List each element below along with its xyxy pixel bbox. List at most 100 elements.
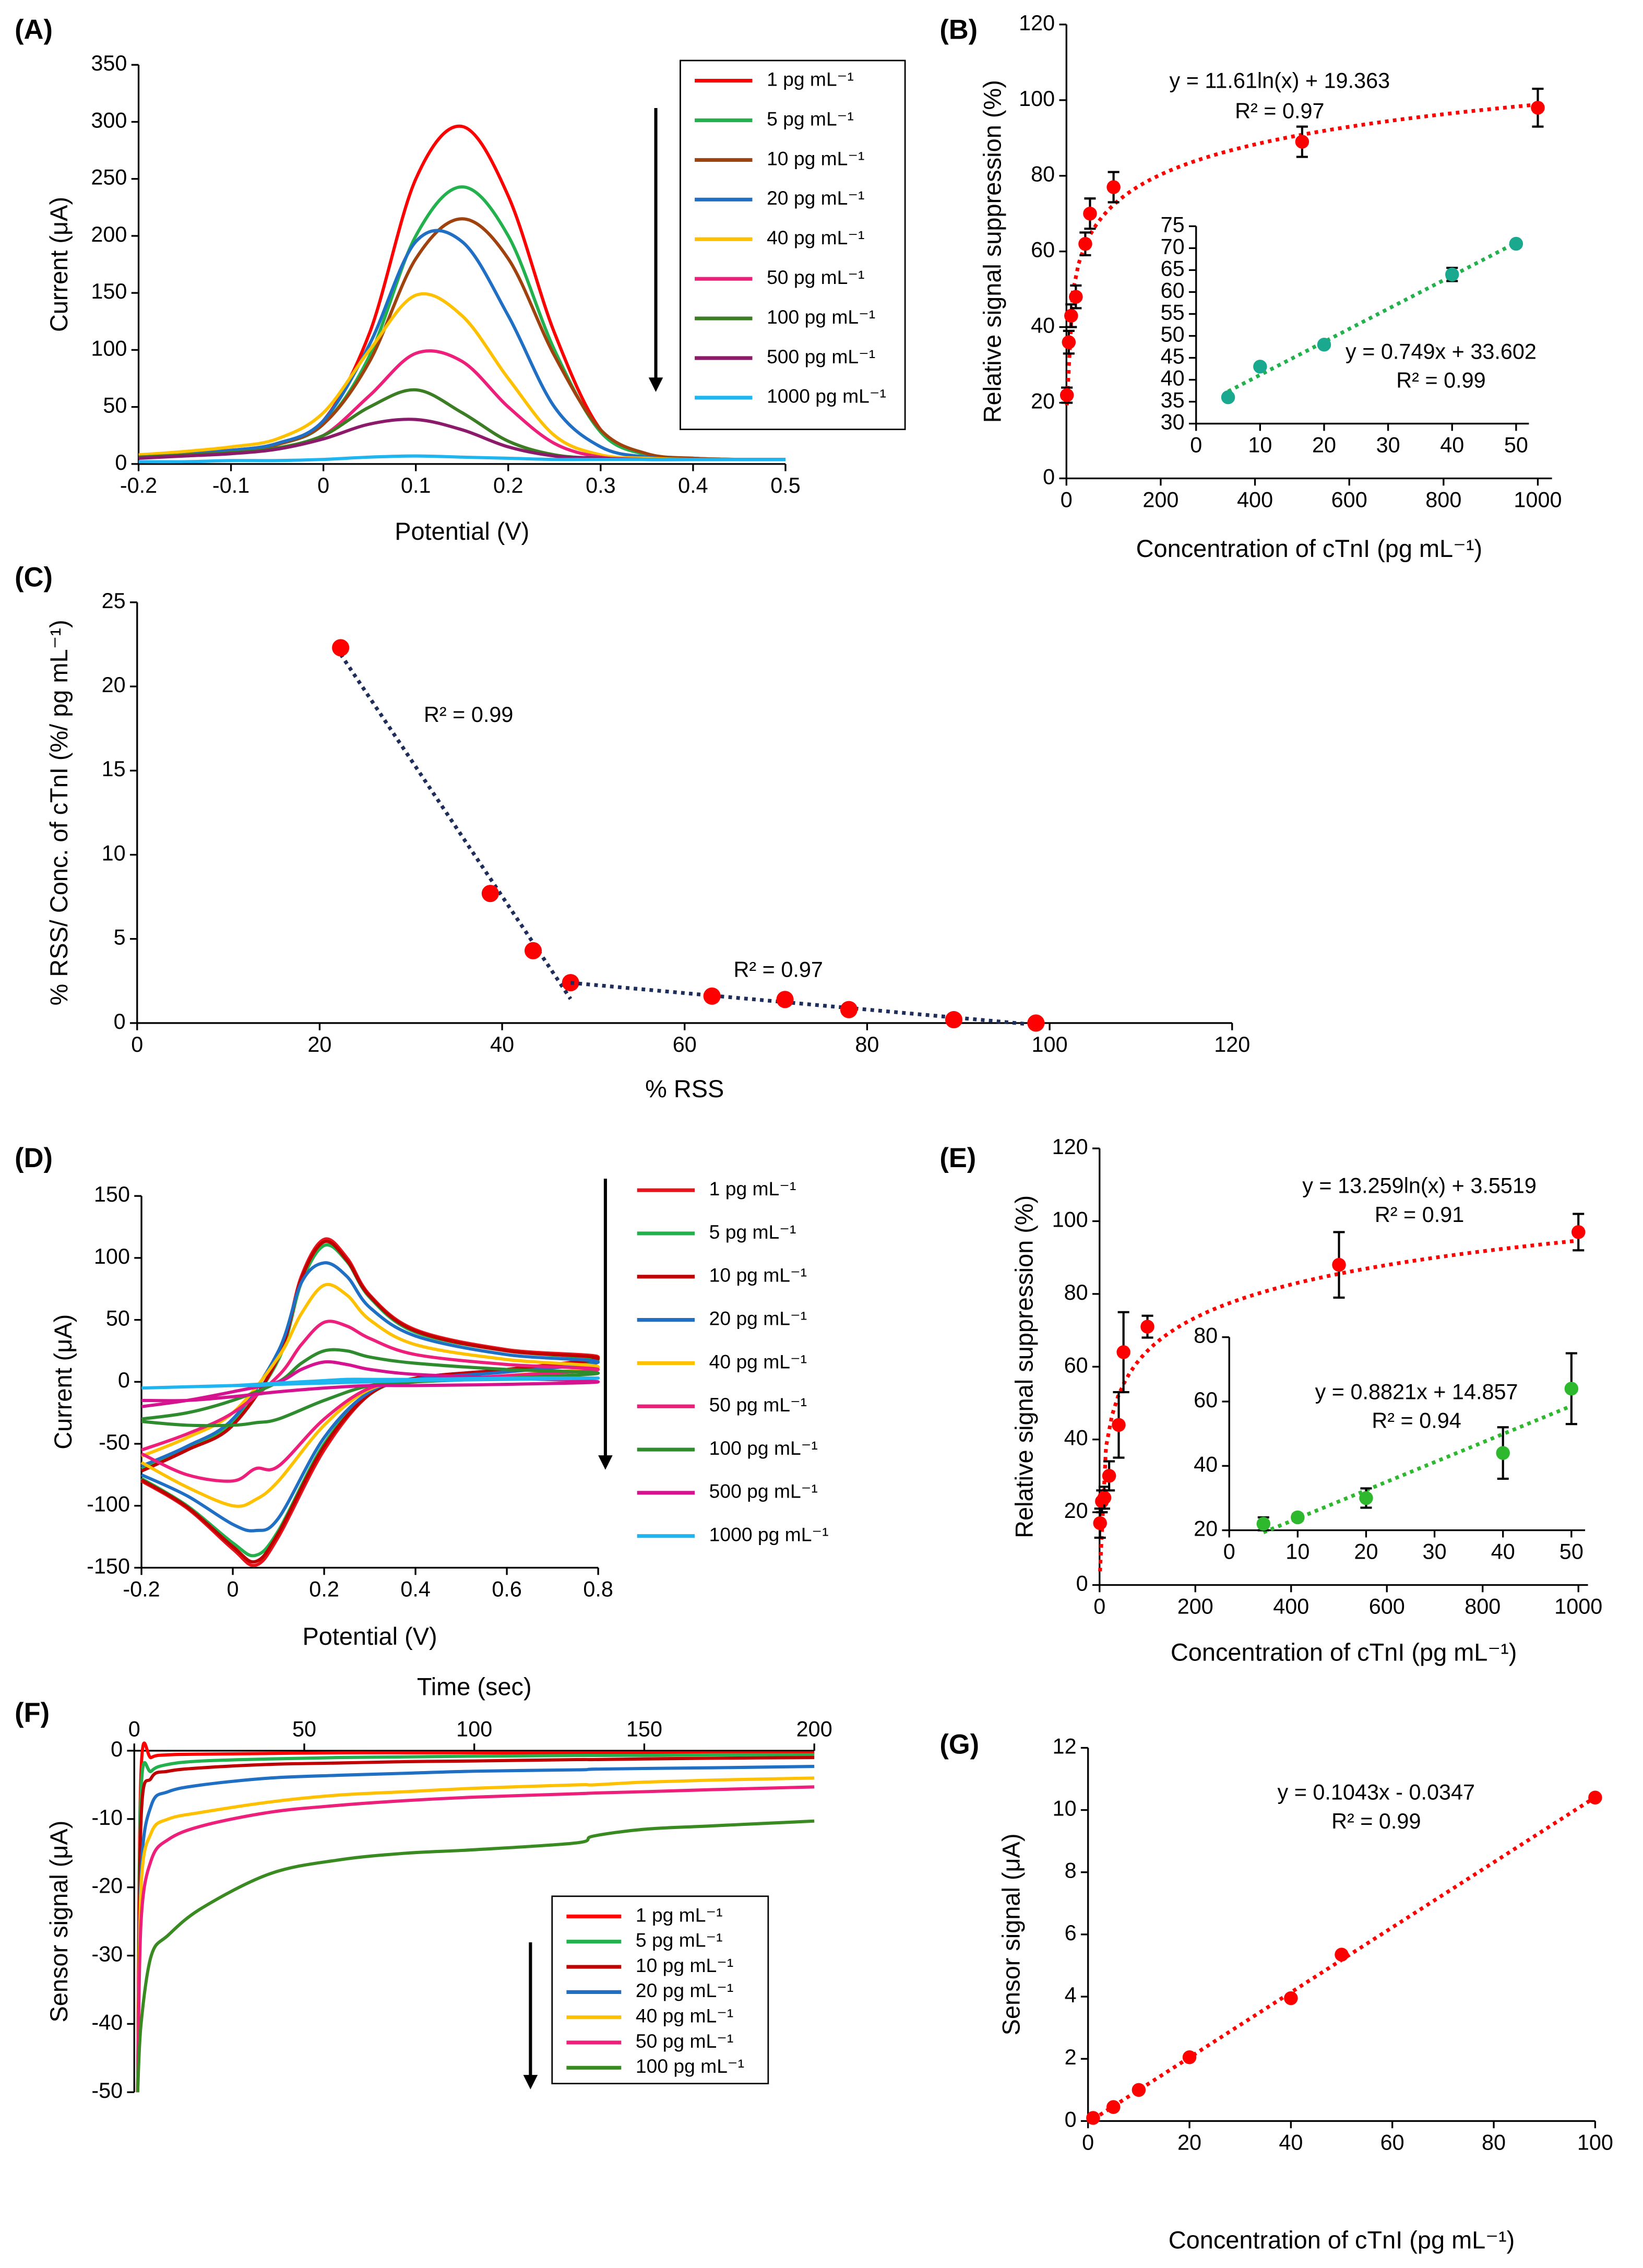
- point: [776, 991, 794, 1008]
- point: [1093, 1516, 1107, 1530]
- x-tick-label: 20: [1354, 1540, 1378, 1564]
- y-tick-label: -10: [91, 1806, 123, 1830]
- x-tick-label: 0.3: [586, 473, 616, 497]
- x-tick-label: 50: [292, 1717, 316, 1741]
- legend-box: [551, 1895, 769, 2085]
- y-tick-label: 350: [91, 51, 127, 75]
- x-tick-label: 100: [1577, 2131, 1613, 2155]
- y-tick-label: 75: [1161, 212, 1185, 236]
- x-tick-label: 400: [1237, 488, 1273, 512]
- x-tick-label: 200: [1177, 1595, 1213, 1619]
- panel-label: (A): [15, 15, 53, 45]
- y-tick-label: 10: [102, 841, 126, 865]
- series-line: [140, 1240, 600, 1564]
- y-axis-label: Sensor signal (μA): [998, 1834, 1025, 2036]
- series-line: [136, 1765, 815, 2093]
- x-tick-label: 0.4: [400, 1577, 431, 1601]
- x-tick-label: 30: [1423, 1540, 1447, 1564]
- y-tick-label: 120: [1052, 1135, 1088, 1159]
- y-axis-label: Current (μA): [50, 1314, 77, 1450]
- x-tick-label: 40: [1491, 1540, 1515, 1564]
- point: [1069, 290, 1083, 304]
- panel-label: (G): [939, 1730, 979, 1760]
- y-tick-label: 6: [1065, 1921, 1077, 1945]
- annotation: R² = 0.91: [1375, 1203, 1464, 1227]
- series-line: [140, 1320, 600, 1483]
- x-axis-label: Potential (V): [395, 518, 529, 545]
- x-tick-label: 0: [1061, 488, 1073, 512]
- panel-label: (F): [15, 1698, 50, 1728]
- series-line: [136, 1785, 815, 2093]
- annotation: y = 0.8821x + 14.857: [1315, 1380, 1518, 1404]
- legend-label: 20 pg mL⁻¹: [767, 187, 864, 209]
- y-tick-label: 100: [1019, 87, 1055, 111]
- point: [1097, 1490, 1112, 1505]
- y-tick-label: 2: [1065, 2045, 1077, 2069]
- point: [1062, 335, 1076, 349]
- y-tick-label: 200: [91, 222, 127, 246]
- y-axis-label: % RSS/ Conc. of cTnI (%/ pg mL⁻¹): [45, 620, 73, 1005]
- annotation: R² = 0.99: [1396, 368, 1485, 392]
- x-tick-label: -0.1: [212, 473, 249, 497]
- legend-label: 10 pg mL⁻¹: [767, 147, 864, 169]
- x-tick-label: 400: [1273, 1595, 1309, 1619]
- series-line: [136, 1756, 815, 2093]
- y-tick-label: 100: [94, 1244, 130, 1268]
- y-tick-label: 60: [1161, 278, 1185, 302]
- y-tick-label: 50: [1161, 322, 1185, 346]
- y-tick-label: 70: [1161, 234, 1185, 258]
- y-tick-label: 20: [1064, 1499, 1088, 1523]
- x-tick-label: 0: [1093, 1595, 1105, 1619]
- point: [1571, 1225, 1586, 1239]
- legend-label: 1 pg mL⁻¹: [636, 1904, 723, 1926]
- y-tick-label: 0: [1065, 2107, 1077, 2131]
- x-tick-label: 10: [1248, 433, 1272, 457]
- legend-label: 5 pg mL⁻¹: [636, 1929, 723, 1951]
- point: [1106, 2100, 1121, 2114]
- panel-label: (C): [15, 563, 53, 593]
- x-tick-label: 0.8: [583, 1577, 613, 1601]
- y-tick-label: 4: [1065, 1983, 1077, 2007]
- annotation: R² = 0.99: [424, 703, 513, 727]
- y-tick-label: 20: [102, 673, 126, 697]
- y-axis-label: Relative signal suppression (%): [1010, 1195, 1038, 1538]
- trendline: [339, 653, 573, 1000]
- x-tick-label: 60: [673, 1032, 697, 1056]
- y-tick-label: 100: [91, 336, 127, 360]
- y-tick-label: -100: [87, 1492, 130, 1516]
- point: [1317, 338, 1331, 352]
- legend-label: 100 pg mL⁻¹: [636, 2055, 744, 2077]
- trendline: [1263, 1404, 1573, 1535]
- x-axis-label: Potential (V): [303, 1623, 437, 1650]
- x-tick-label: -0.2: [120, 473, 157, 497]
- point: [1445, 267, 1459, 282]
- x-tick-label: 1000: [1514, 488, 1562, 512]
- series-line: [136, 1819, 815, 2093]
- y-tick-label: 0: [1076, 1571, 1088, 1595]
- y-tick-label: 25: [102, 589, 126, 613]
- legend-label: 500 pg mL⁻¹: [767, 346, 875, 367]
- legend-label: 50 pg mL⁻¹: [767, 266, 864, 288]
- x-tick-label: 40: [490, 1032, 514, 1056]
- x-tick-label: 0: [317, 473, 329, 497]
- legend-label: 5 pg mL⁻¹: [767, 108, 854, 129]
- y-tick-label: 12: [1053, 1734, 1077, 1758]
- x-tick-label: 600: [1369, 1595, 1405, 1619]
- annotation: y = 0.1043x - 0.0347: [1278, 1780, 1475, 1804]
- point: [840, 1001, 858, 1018]
- point: [1509, 236, 1523, 251]
- point: [1284, 1991, 1298, 2005]
- y-tick-label: -50: [91, 2079, 123, 2103]
- legend-label: 40 pg mL⁻¹: [709, 1350, 807, 1372]
- legend-label: 20 pg mL⁻¹: [709, 1307, 807, 1329]
- x-tick-label: 20: [1312, 433, 1336, 457]
- point: [1359, 1491, 1373, 1505]
- y-tick-label: 55: [1161, 300, 1185, 324]
- y-tick-label: 20: [1031, 389, 1055, 413]
- x-tick-label: 600: [1331, 488, 1367, 512]
- x-tick-label: 200: [796, 1717, 832, 1741]
- y-tick-label: 300: [91, 108, 127, 132]
- arrow-head: [648, 377, 663, 392]
- point: [703, 987, 721, 1005]
